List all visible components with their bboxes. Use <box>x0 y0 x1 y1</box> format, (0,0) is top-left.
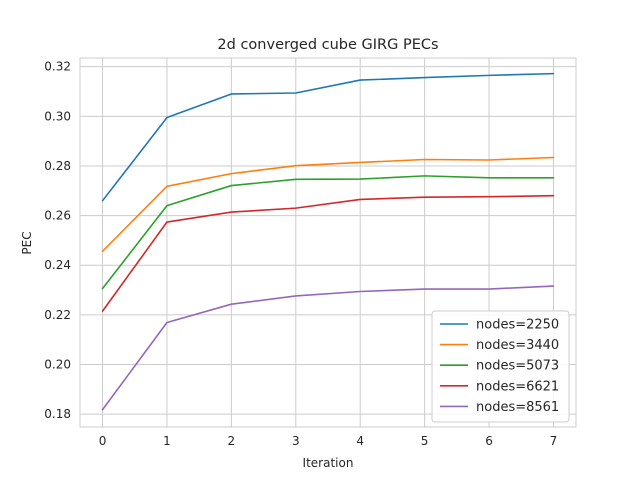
legend: nodes=2250 nodes=3440 nodes=5073 nodes=6621… <box>431 310 570 423</box>
legend-label: nodes=2250 <box>476 318 559 333</box>
legend-label: nodes=6621 <box>476 379 559 394</box>
series-line-nodes-5073 <box>101 175 555 290</box>
legend-label: nodes=8561 <box>476 400 559 415</box>
y-tick-label: 0.18 <box>44 407 71 421</box>
x-tick-label: 5 <box>421 434 429 448</box>
series-line-nodes-2250 <box>101 72 555 202</box>
series-line-nodes-8561 <box>101 285 555 411</box>
x-tick-label: 4 <box>356 434 364 448</box>
series-line-nodes-3440 <box>101 156 555 253</box>
legend-box <box>431 310 570 423</box>
x-tick-label: 1 <box>163 434 171 448</box>
y-tick-label: 0.26 <box>44 209 71 223</box>
chart-title: 2d converged cube GIRG PECs <box>217 37 438 53</box>
x-tick-label: 6 <box>485 434 493 448</box>
y-tick-label: 0.28 <box>44 159 71 173</box>
series-line-nodes-6621 <box>101 194 555 312</box>
y-tick-label: 0.30 <box>44 109 71 123</box>
y-tick-label: 0.22 <box>44 308 71 322</box>
y-axis-label: PEC <box>20 231 34 254</box>
x-axis-label: Iteration <box>303 456 354 470</box>
y-tick-label: 0.20 <box>44 357 71 371</box>
legend-label: nodes=5073 <box>476 359 559 374</box>
x-tick-label: 2 <box>228 434 236 448</box>
legend-label: nodes=3440 <box>476 338 559 353</box>
x-tick-label: 0 <box>99 434 107 448</box>
plot-frame <box>79 57 577 428</box>
y-tick-label: 0.32 <box>44 60 71 74</box>
y-tick-label: 0.24 <box>44 258 71 272</box>
x-tick-label: 3 <box>292 434 300 448</box>
x-tick-label: 7 <box>550 434 558 448</box>
